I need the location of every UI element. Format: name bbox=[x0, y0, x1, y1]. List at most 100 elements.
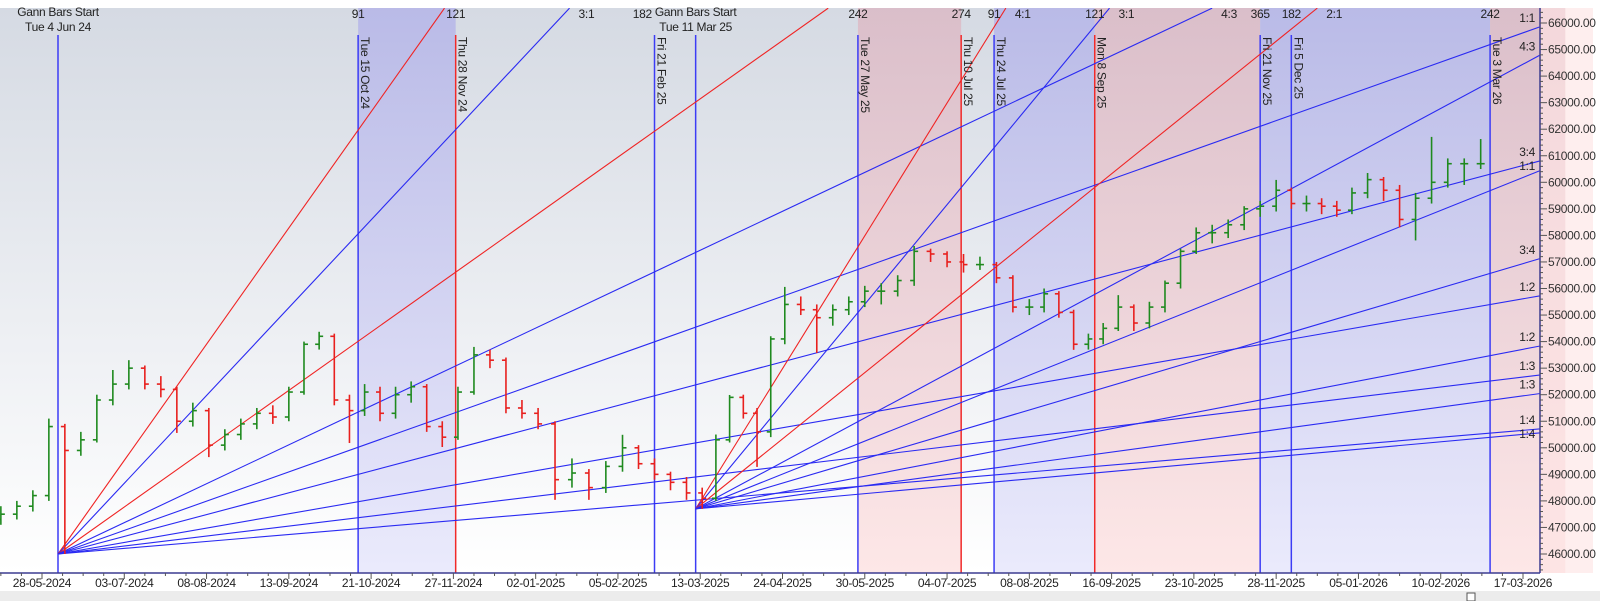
ohlc-bar bbox=[172, 386, 181, 433]
ohlc-bar bbox=[1040, 288, 1049, 313]
y-tick-label: 46000.00 bbox=[1548, 547, 1596, 561]
ohlc-bar bbox=[391, 386, 400, 419]
ohlc-bar bbox=[330, 333, 339, 406]
date-axis[interactable]: 28-05-2024 03-07-2024 08-08-2024 13-09-2024… bbox=[0, 572, 1553, 590]
x-tick-label: 28-11-2025 bbox=[1247, 576, 1305, 590]
ohlc-bar bbox=[534, 407, 543, 430]
vertical-marker-date: Fri 21 Nov 25 bbox=[1260, 37, 1274, 106]
ohlc-bar bbox=[1427, 136, 1436, 204]
ohlc-bar bbox=[1208, 224, 1217, 244]
ohlc-bar bbox=[959, 253, 968, 273]
gann-fan-line-4-3 bbox=[57, 8, 1213, 555]
y-tick-label: 47000.00 bbox=[1548, 520, 1596, 534]
y-tick-label: 49000.00 bbox=[1548, 467, 1596, 481]
gann-fan-line-1-3 bbox=[695, 393, 1540, 510]
ohlc-bar bbox=[1302, 195, 1311, 212]
ohlc-bar bbox=[698, 487, 707, 509]
y-tick-label: 56000.00 bbox=[1548, 282, 1596, 296]
ohlc-bar bbox=[1192, 227, 1201, 254]
ohlc-bar bbox=[453, 386, 462, 440]
ohlc-bar bbox=[1395, 184, 1404, 228]
ohlc-bar bbox=[1069, 309, 1078, 350]
ohlc-bar bbox=[1317, 198, 1326, 215]
ohlc-bar bbox=[407, 381, 416, 403]
ohlc-bar bbox=[1347, 187, 1356, 215]
bar-count-label: 242 bbox=[848, 7, 868, 21]
bar-count-label: 274 bbox=[952, 7, 972, 21]
bar-count-label: 121 bbox=[446, 7, 466, 21]
y-tick-label: 63000.00 bbox=[1548, 96, 1596, 110]
ohlc-bar bbox=[828, 304, 837, 326]
ohlc-bar bbox=[252, 407, 261, 430]
gann-start-title: Gann Bars Start bbox=[17, 5, 100, 19]
ohlc-bar bbox=[618, 434, 627, 472]
fan-ratio-label: 1:4 bbox=[1519, 427, 1535, 441]
gann-fan-line-1-4 bbox=[695, 432, 1540, 510]
fan-ratio-label: 1:3 bbox=[1519, 378, 1535, 392]
y-tick-label: 62000.00 bbox=[1548, 122, 1596, 136]
x-tick-label: 08-08-2025 bbox=[1000, 576, 1059, 590]
fan-ratio-label: 3:1 bbox=[579, 7, 595, 21]
ohlc-bar bbox=[60, 423, 69, 554]
vertical-marker-date: Tue 15 Oct 24 bbox=[358, 37, 372, 109]
ohlc-bar bbox=[299, 341, 308, 395]
ohlc-bar bbox=[140, 365, 149, 390]
ohlc-bar bbox=[345, 394, 354, 444]
vertical-marker-date: Thu 24 Jul 25 bbox=[994, 37, 1008, 106]
fan-ratio-label: 1:1 bbox=[1519, 159, 1535, 173]
x-tick-label: 13-09-2024 bbox=[260, 576, 319, 590]
ohlc-bar bbox=[1287, 187, 1296, 209]
vertical-marker-date: Thu 10 Jul 25 bbox=[961, 37, 975, 106]
x-tick-label: 28-05-2024 bbox=[13, 576, 72, 590]
fan-ratio-label: 3:4 bbox=[1519, 243, 1535, 257]
fan-ratio-label: 4:3 bbox=[1221, 7, 1237, 21]
gann-fan-line-2-1 bbox=[57, 8, 829, 555]
y-tick-label: 65000.00 bbox=[1548, 43, 1596, 57]
axis-background bbox=[1541, 8, 1593, 573]
vertical-marker-date: Mon 8 Sep 25 bbox=[1095, 37, 1109, 109]
x-tick-label: 08-08-2024 bbox=[177, 576, 236, 590]
gann-fan-line-3-1 bbox=[695, 8, 1110, 510]
ohlc-bar bbox=[438, 421, 447, 448]
vertical-marker-date: Tue 27 May 25 bbox=[858, 37, 872, 113]
price-bars bbox=[0, 136, 1485, 554]
ohlc-bar bbox=[204, 407, 213, 458]
ohlc-bar bbox=[1160, 280, 1169, 313]
x-tick-label: 23-10-2025 bbox=[1165, 576, 1224, 590]
ohlc-bar bbox=[992, 261, 1001, 284]
time-zone-pink bbox=[857, 8, 962, 573]
ohlc-bar bbox=[376, 386, 385, 422]
ohlc-bar bbox=[1379, 176, 1388, 201]
ohlc-bar bbox=[551, 421, 560, 500]
ohlc-bar bbox=[739, 394, 748, 419]
ohlc-bar bbox=[236, 418, 245, 440]
ohlc-bar bbox=[1476, 139, 1485, 170]
gann-fan-lines bbox=[57, 8, 1540, 555]
gann-fan-line-1-2 bbox=[57, 295, 1540, 555]
vertical-markers bbox=[57, 35, 1491, 573]
ohlc-bar bbox=[1008, 275, 1017, 313]
price-axis[interactable]: 66000.00 65000.00 64000.00 63000.00 62000.00… bbox=[1539, 8, 1597, 573]
ohlc-bar bbox=[1411, 192, 1420, 241]
ohlc-bar bbox=[1240, 206, 1249, 231]
ohlc-bar bbox=[517, 400, 526, 419]
bar-count-label: 121 bbox=[1085, 7, 1105, 21]
x-tick-label: 13-03-2025 bbox=[671, 576, 730, 590]
ohlc-bar bbox=[1224, 219, 1233, 239]
x-tick-label: 10-02-2026 bbox=[1412, 576, 1471, 590]
bar-count-label: 182 bbox=[633, 7, 653, 21]
ohlc-bar bbox=[1129, 304, 1138, 331]
ohlc-bar bbox=[28, 490, 37, 512]
ohlc-bar bbox=[1099, 323, 1108, 345]
vertical-marker-date: Tue 3 Mar 26 bbox=[1490, 37, 1504, 105]
fan-ratio-label: 3:4 bbox=[1519, 145, 1535, 159]
ohlc-bar bbox=[284, 386, 293, 422]
ohlc-bar bbox=[485, 349, 494, 369]
scroll-handle[interactable] bbox=[1466, 592, 1476, 601]
ohlc-bar bbox=[666, 471, 675, 491]
ohlc-bar bbox=[1054, 291, 1063, 318]
ohlc-bar bbox=[766, 336, 775, 438]
x-tick-label: 24-04-2025 bbox=[753, 576, 812, 590]
